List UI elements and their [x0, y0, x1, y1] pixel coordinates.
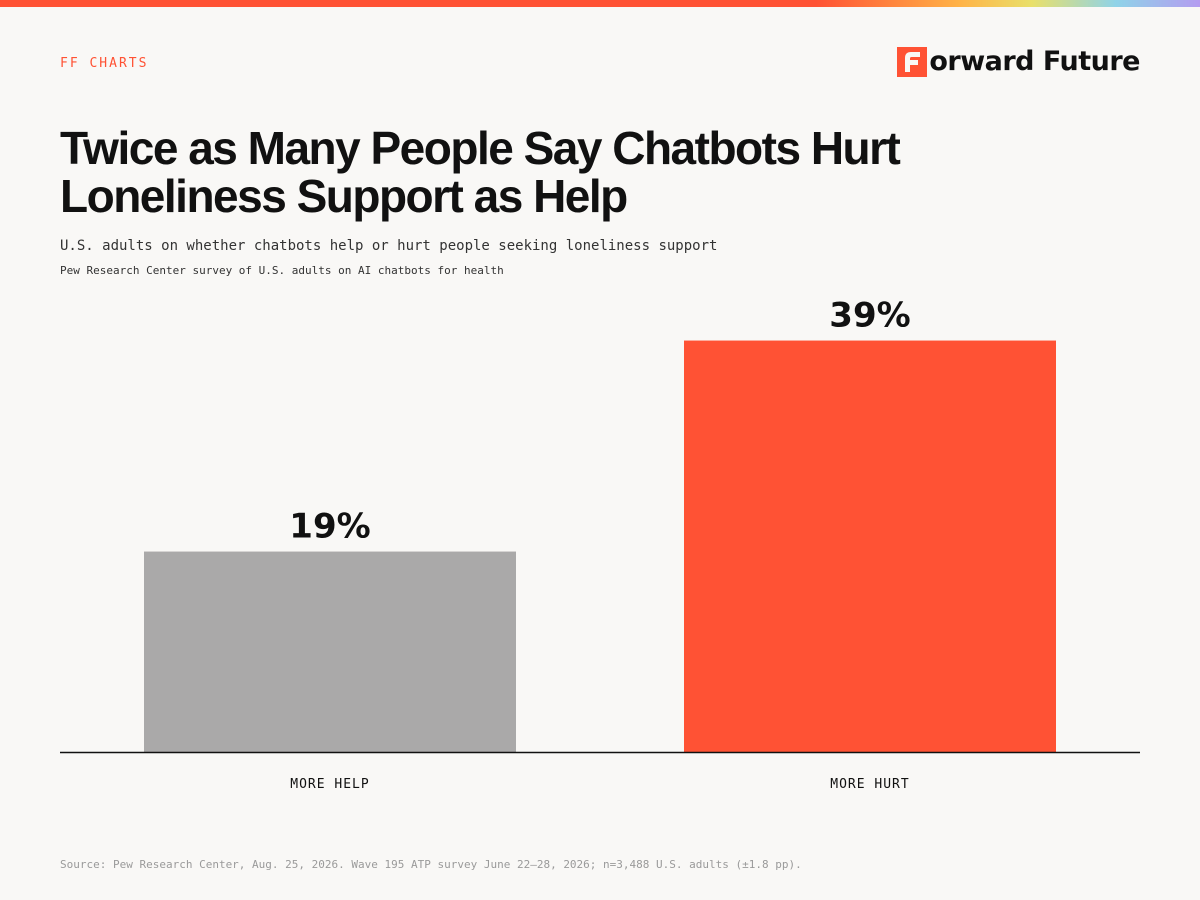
brand-logo: orward Future [897, 46, 1140, 78]
source-footnote: Source: Pew Research Center, Aug. 25, 20… [60, 858, 802, 871]
category-tick-label: MORE HELP [290, 777, 369, 792]
chart-subtitle: U.S. adults on whether chatbots help or … [60, 238, 718, 254]
brand-name: orward Future [929, 46, 1140, 77]
data-label: 39% [829, 296, 910, 336]
category-tick-label: MORE HURT [830, 777, 909, 792]
top-gradient-strip [0, 0, 1200, 7]
survey-description: Pew Research Center survey of U.S. adult… [60, 264, 504, 277]
bar-more-hurt [684, 340, 1056, 752]
forward-future-logo-icon [897, 47, 928, 77]
kicker-label: FF CHARTS [60, 56, 149, 71]
data-label: 19% [289, 507, 370, 547]
bar-more-help [144, 551, 516, 752]
chart-title: Twice as Many People Say Chatbots Hurt L… [60, 122, 901, 222]
